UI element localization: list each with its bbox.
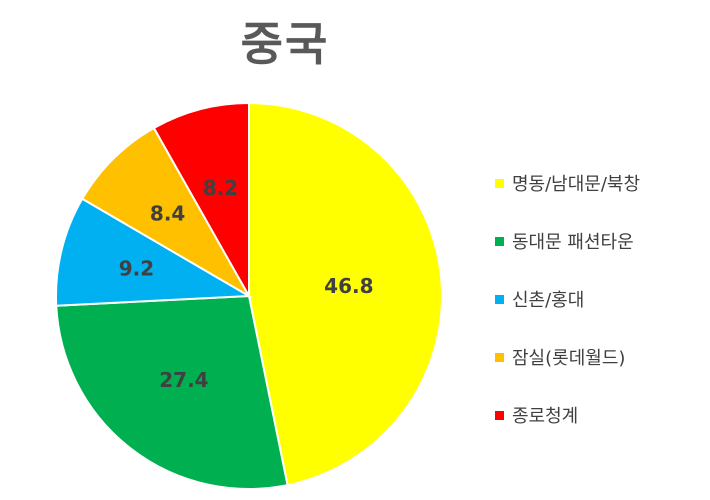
legend-label: 신촌/홍대	[512, 290, 585, 311]
chart-title: 중국	[240, 17, 330, 71]
legend-swatch	[495, 352, 504, 362]
data-label-1: 46.8	[324, 274, 373, 298]
legend-label: 잠실(롯데월드)	[512, 348, 626, 369]
data-label-2: 27.4	[159, 368, 208, 392]
legend-item-4: 잠실(롯데월드)	[495, 342, 640, 372]
legend-item-3: 신촌/홍대	[495, 284, 640, 314]
legend-swatch	[495, 410, 504, 420]
legend-swatch	[495, 178, 504, 188]
data-label-5: 8.2	[203, 176, 238, 200]
pie-slice-4	[80, 126, 252, 299]
legend-item-1: 명동/남대문/북창	[495, 168, 640, 198]
pie-slice-5	[152, 101, 250, 300]
data-label-4: 8.4	[150, 202, 185, 226]
pie-slice-2	[55, 294, 289, 490]
legend-label: 동대문 패션타운	[512, 232, 634, 253]
legend-label: 종로청계	[512, 406, 579, 427]
pie-slices	[55, 101, 443, 490]
data-label-3: 9.2	[119, 257, 154, 281]
legend-swatch	[495, 236, 504, 246]
legend-label: 명동/남대문/북창	[512, 174, 641, 195]
legend-swatch	[495, 294, 504, 304]
legend-item-2: 동대문 패션타운	[495, 226, 640, 256]
legend-item-5: 종로청계	[495, 400, 640, 430]
pie-slice-1	[248, 101, 443, 487]
pie-slice-3	[55, 197, 253, 307]
pie-data-labels: 46.8 27.4 9.2 8.4 8.2	[119, 176, 374, 392]
